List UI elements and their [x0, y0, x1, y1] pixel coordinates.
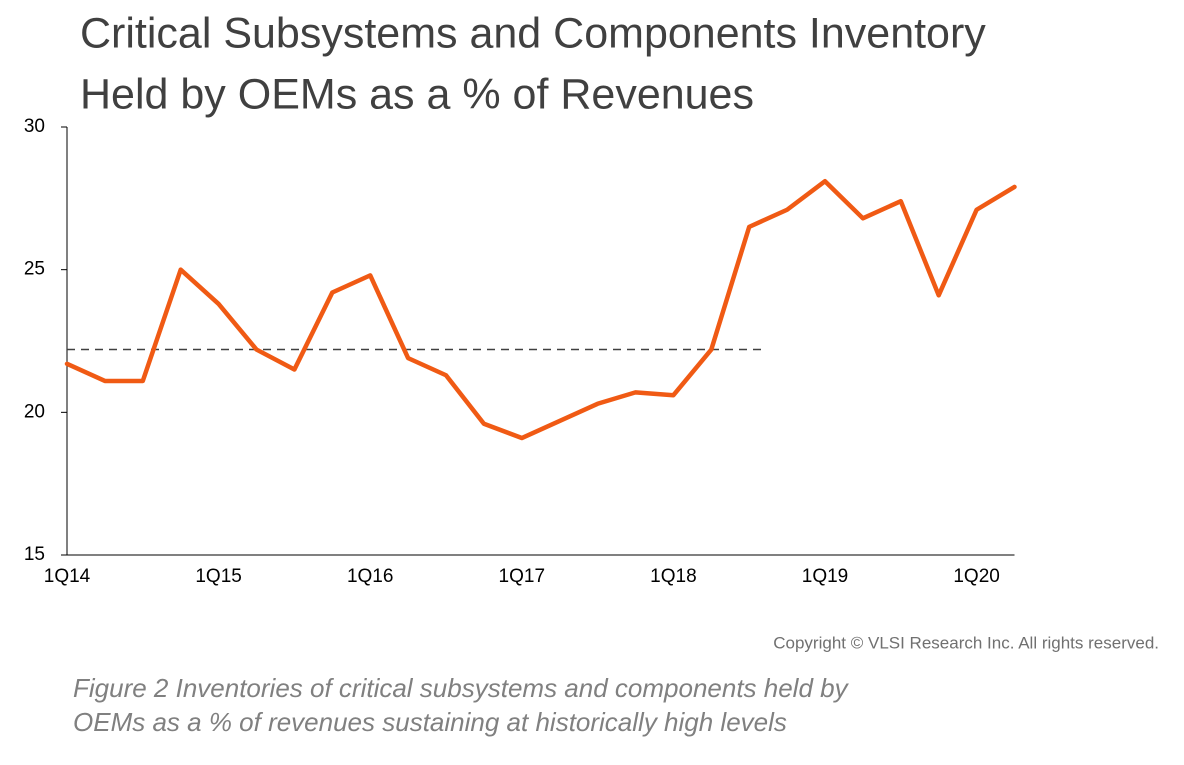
x-tick-label: 1Q17	[499, 566, 545, 587]
data-line	[64, 178, 1017, 441]
y-tick-label: 25	[24, 259, 45, 280]
y-tick-label: 20	[24, 401, 45, 422]
caption: Figure 2 Inventories of critical subsyst…	[73, 673, 850, 703]
x-tick-label: 1Q16	[347, 566, 393, 587]
x-tick-label: 1Q20	[953, 566, 999, 587]
copyright: Copyright © VLSI Research Inc. All right…	[773, 633, 1159, 652]
x-tick-label: 1Q19	[802, 566, 848, 587]
x-tick-label: 1Q14	[44, 566, 91, 587]
y-tick-label: 30	[24, 116, 45, 137]
chart-title: Critical Subsystems and Components Inven…	[80, 9, 986, 57]
x-tick-label: 1Q18	[650, 566, 696, 587]
chart-title: Held by OEMs as a % of Revenues	[80, 70, 754, 118]
y-tick-label: 15	[24, 544, 45, 565]
x-tick-label: 1Q15	[195, 566, 241, 587]
caption: OEMs as a % of revenues sustaining at hi…	[73, 707, 787, 737]
